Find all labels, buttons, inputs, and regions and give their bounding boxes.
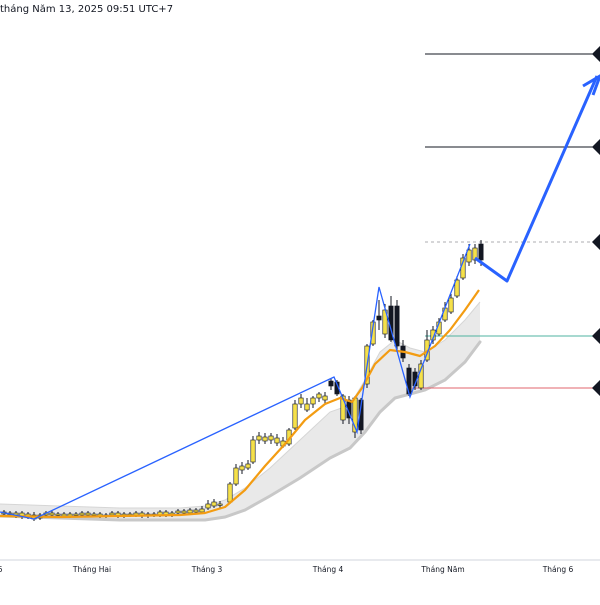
diamond-handle-icon-3[interactable] (592, 234, 600, 250)
candle-body-32 (193, 509, 199, 513)
zigzag-pattern (0, 243, 471, 520)
candle-body-52 (316, 393, 322, 399)
moving-average (0, 289, 480, 519)
candle-body-51 (310, 397, 316, 405)
time-axis-label-2: Tháng 3 (191, 565, 223, 574)
candle-body-59 (358, 399, 364, 431)
candle-body-35 (211, 501, 217, 507)
candle-body-8 (49, 512, 55, 516)
zigzag-line (0, 243, 471, 520)
candle-body-33 (199, 508, 205, 513)
chart-timestamp: tháng Năm 13, 2025 09:51 UTC+7 (0, 4, 174, 15)
band-lower-edge (0, 340, 482, 522)
candle-body-65 (394, 305, 400, 347)
candle-body-10 (61, 513, 67, 517)
candle-body-31 (187, 509, 193, 514)
level-handles[interactable] (592, 46, 600, 396)
candle-body-42 (256, 435, 262, 441)
candle-body-12 (73, 513, 79, 516)
time-axis-label-5: Tháng 6 (542, 565, 574, 574)
volatility-band (0, 301, 482, 522)
candle-body-34 (205, 503, 211, 509)
candle-body-15 (91, 513, 97, 516)
candle-body-37 (227, 483, 233, 503)
price-levels (412, 53, 598, 389)
band-fill (0, 302, 480, 520)
candle-body-38 (233, 467, 239, 485)
time-axis: 6 Tháng Hai Tháng 3 Tháng 4 Tháng Năm Tháng 6 (0, 565, 574, 574)
candle-body-45 (274, 437, 280, 444)
candlesticks (1, 240, 484, 521)
projection-path[interactable] (474, 74, 600, 283)
candle-body-77 (466, 249, 472, 263)
candle-body-39 (239, 465, 245, 471)
candle-body-74 (448, 297, 454, 313)
candle-body-62 (376, 315, 382, 321)
candle-body-73 (442, 307, 448, 321)
candle-body-29 (175, 510, 181, 514)
ema-line (0, 289, 480, 519)
candle-body-9 (55, 513, 61, 516)
candle-body-41 (250, 439, 256, 463)
candle-body-53 (322, 395, 328, 401)
time-axis-label-4: Tháng Năm (420, 565, 464, 574)
candle-body-50 (304, 403, 310, 411)
candle-body-48 (292, 403, 298, 429)
diamond-handle-icon-4[interactable] (592, 328, 600, 344)
time-axis-label-1: Tháng Hai (72, 565, 111, 574)
candle-body-40 (245, 463, 251, 469)
candle-body-56 (340, 395, 346, 421)
candle-body-18 (109, 512, 115, 516)
band-upper-edge (0, 301, 481, 509)
time-axis-label-3: Tháng 4 (312, 565, 344, 574)
candle-body-61 (370, 321, 376, 345)
time-axis-label-0: 6 (0, 565, 3, 574)
projection-arrowhead (582, 74, 600, 96)
candle-body-79 (478, 243, 484, 261)
candle-body-13 (79, 512, 85, 516)
diamond-handle-icon-5[interactable] (592, 380, 600, 396)
candle-body-11 (67, 513, 73, 517)
candle-body-75 (454, 279, 460, 297)
projection-line[interactable] (474, 75, 599, 283)
candle-body-78 (472, 247, 478, 261)
candle-body-36 (217, 503, 223, 506)
candle-body-30 (181, 510, 187, 514)
candle-body-54 (328, 380, 334, 387)
candle-body-14 (85, 512, 91, 516)
diamond-handle-icon-2[interactable] (592, 139, 600, 155)
candle-body-49 (298, 397, 304, 405)
candle-body-44 (268, 435, 274, 441)
candle-body-43 (262, 436, 268, 442)
diamond-handle-icon-1[interactable] (592, 46, 600, 62)
